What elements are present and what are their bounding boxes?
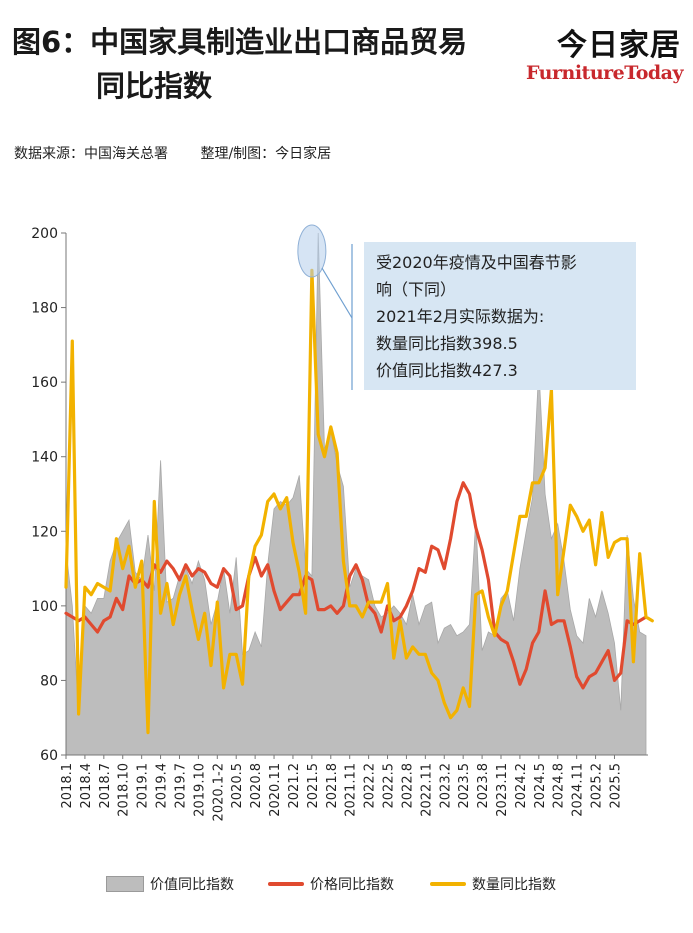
annotation-box <box>364 242 636 390</box>
legend-item-value: 价值同比指数 <box>106 874 234 894</box>
x-tick-label-2018.10: 2018.10 <box>117 763 132 817</box>
legend-item-quantity: 数量同比指数 <box>430 874 556 894</box>
annotation-line-3: 数量同比指数398.5 <box>376 334 518 353</box>
brand-logo-en: FurnitureToday <box>526 62 683 84</box>
y-tick-label-180: 180 <box>31 301 58 317</box>
x-tick-label-2019.4: 2019.4 <box>155 763 170 809</box>
peak-highlight-ellipse <box>297 224 327 278</box>
x-tick-label-2022.2: 2022.2 <box>363 763 378 809</box>
annotation-line-1: 响（下同） <box>376 280 456 299</box>
x-tick-label-2023.11: 2023.11 <box>495 763 510 817</box>
x-tick-label-2022.5: 2022.5 <box>382 763 397 809</box>
x-tick-label-2023.5: 2023.5 <box>457 763 472 809</box>
legend-label-price: 价格同比指数 <box>310 877 394 893</box>
x-tick-label-2024.2: 2024.2 <box>514 763 529 809</box>
annotation-line-2: 2021年2月实际数据为: <box>376 307 544 326</box>
y-tick-label-120: 120 <box>31 524 58 540</box>
x-tick-label-2023.2: 2023.2 <box>438 763 453 809</box>
x-tick-label-2022.8: 2022.8 <box>400 763 415 809</box>
legend-swatch-quantity <box>430 882 466 886</box>
x-tick-label-2020.1-2: 2020.1-2 <box>211 763 226 821</box>
x-tick-label-2023.8: 2023.8 <box>476 763 491 809</box>
x-tick-label-2022.11: 2022.11 <box>419 763 434 817</box>
x-tick-label-2021.2: 2021.2 <box>287 763 302 809</box>
x-tick-label-2020.11: 2020.11 <box>268 763 283 817</box>
x-tick-label-2021.5: 2021.5 <box>306 763 321 809</box>
brand-logo-cn: 今日家居 <box>557 28 681 63</box>
x-tick-label-2018.4: 2018.4 <box>79 763 94 809</box>
x-tick-label-2018.1: 2018.1 <box>60 763 75 809</box>
legend-swatch-value <box>106 876 144 892</box>
chart-title-line1: 图6：中国家具制造业出口商品贸易 <box>12 25 468 59</box>
series-line-quantity <box>64 268 654 735</box>
y-tick-label-200: 200 <box>31 226 58 242</box>
x-tick-label-2020.5: 2020.5 <box>230 763 245 809</box>
x-tick-label-2024.8: 2024.8 <box>552 763 567 809</box>
x-tick-label-2025.5: 2025.5 <box>608 763 623 809</box>
legend-label-value: 价值同比指数 <box>150 877 234 893</box>
annotation-line-0: 受2020年疫情及中国春节影 <box>376 253 577 272</box>
data-source: 数据来源：中国海关总署 <box>14 146 168 162</box>
x-tick-label-2019.1: 2019.1 <box>136 763 151 809</box>
chart-author: 整理/制图：今日家居 <box>200 146 332 162</box>
legend-label-quantity: 数量同比指数 <box>472 877 556 893</box>
y-tick-label-100: 100 <box>31 599 58 615</box>
x-tick-label-2019.10: 2019.10 <box>192 763 207 817</box>
y-tick-label-160: 160 <box>31 375 58 391</box>
y-tick-label-140: 140 <box>31 450 58 466</box>
callout-connector <box>321 267 353 319</box>
annotation-line-4: 价值同比指数427.3 <box>376 361 518 380</box>
x-tick-label-2025.2: 2025.2 <box>590 763 605 809</box>
x-tick-label-2021.8: 2021.8 <box>325 763 340 809</box>
x-tick-label-2024.11: 2024.11 <box>571 763 586 817</box>
legend-item-price: 价格同比指数 <box>268 874 394 894</box>
x-tick-label-2019.7: 2019.7 <box>173 763 188 809</box>
legend-swatch-price <box>268 882 304 886</box>
x-tick-label-2020.8: 2020.8 <box>249 763 264 809</box>
x-tick-label-2021.11: 2021.11 <box>344 763 359 817</box>
chart-title: 图6：中国家具制造业出口商品贸易 同比指数 <box>12 20 467 108</box>
chart-title-line2: 同比指数 <box>96 69 213 103</box>
source-note: 数据来源：中国海关总署 整理/制图：今日家居 <box>14 143 359 163</box>
y-tick-label-80: 80 <box>40 673 58 689</box>
x-tick-label-2018.7: 2018.7 <box>98 763 113 809</box>
y-tick-label-60: 60 <box>40 748 58 764</box>
x-tick-label-2024.5: 2024.5 <box>533 763 548 809</box>
series-line-price <box>64 481 648 690</box>
